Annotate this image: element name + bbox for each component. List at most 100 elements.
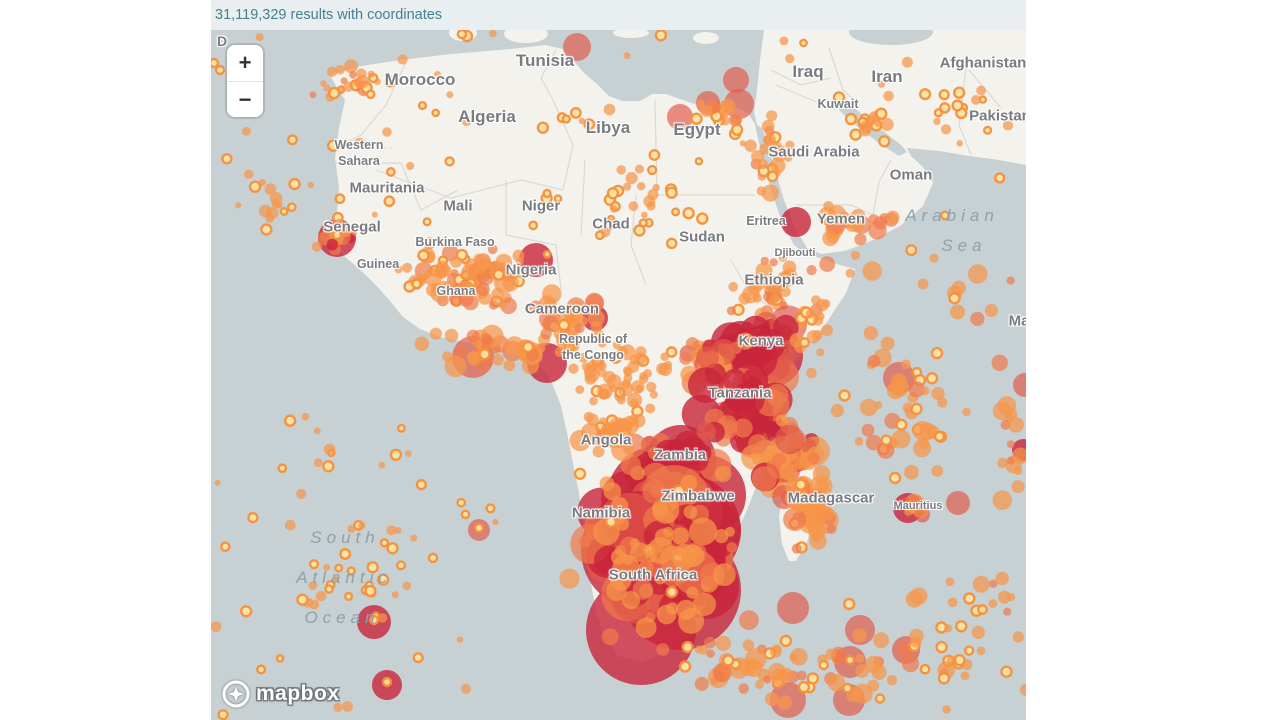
occurrence-dot[interactable] (381, 676, 393, 688)
occurrence-dot[interactable] (638, 218, 648, 228)
occurrence-dot[interactable] (782, 268, 798, 284)
occurrence-dot[interactable] (769, 293, 780, 304)
occurrence-dot[interactable] (694, 676, 709, 691)
occurrence-dot[interactable] (777, 592, 809, 624)
occurrence-dot[interactable] (355, 74, 370, 89)
occurrence-dot[interactable] (492, 519, 499, 526)
occurrence-dot[interactable] (733, 418, 753, 438)
occurrence-dot[interactable] (789, 653, 798, 662)
occurrence-dot[interactable] (854, 437, 864, 446)
occurrence-dot[interactable] (466, 329, 480, 343)
occurrence-dot[interactable] (244, 169, 254, 179)
occurrence-dot[interactable] (259, 204, 272, 218)
occurrence-dot[interactable] (694, 156, 704, 166)
occurrence-dot[interactable] (326, 139, 340, 152)
occurrence-dot[interactable] (406, 161, 415, 171)
occurrence-dot[interactable] (797, 681, 811, 694)
occurrence-dot[interactable] (211, 57, 220, 69)
occurrence-dot[interactable] (606, 187, 620, 200)
occurrence-dot[interactable] (569, 106, 582, 119)
occurrence-dot[interactable] (696, 346, 719, 369)
occurrence-dot[interactable] (919, 88, 932, 101)
occurrence-dot[interactable] (429, 327, 442, 340)
occurrence-dot[interactable] (269, 192, 283, 205)
occurrence-dot[interactable] (382, 127, 392, 137)
occurrence-dot[interactable] (744, 139, 757, 152)
occurrence-dot[interactable] (960, 671, 970, 681)
occurrence-dot[interactable] (963, 592, 976, 605)
occurrence-dot[interactable] (678, 660, 692, 673)
occurrence-dot[interactable] (672, 484, 686, 497)
occurrence-dot[interactable] (917, 278, 929, 290)
occurrence-dot[interactable] (779, 462, 798, 481)
occurrence-dot[interactable] (779, 36, 789, 46)
occurrence-dot[interactable] (589, 396, 598, 406)
occurrence-dot[interactable] (855, 653, 865, 664)
occurrence-dot[interactable] (647, 189, 659, 200)
occurrence-dot[interactable] (970, 311, 985, 326)
occurrence-dot[interactable] (643, 369, 652, 378)
occurrence-dot[interactable] (503, 359, 516, 372)
occurrence-dot[interactable] (665, 346, 678, 358)
occurrence-dot[interactable] (410, 534, 418, 542)
occurrence-dot[interactable] (1019, 683, 1026, 696)
occurrence-dot[interactable] (729, 114, 742, 127)
occurrence-dot[interactable] (700, 104, 713, 117)
occurrence-dot[interactable] (575, 385, 585, 394)
occurrence-dot[interactable] (497, 299, 507, 309)
occurrence-dot[interactable] (825, 648, 837, 660)
occurrence-dot[interactable] (586, 413, 599, 426)
occurrence-dot[interactable] (623, 367, 633, 377)
occurrence-dot[interactable] (671, 527, 690, 545)
occurrence-dot[interactable] (411, 278, 423, 290)
occurrence-dot[interactable] (940, 124, 952, 135)
occurrence-dot[interactable] (665, 585, 678, 599)
occurrence-dot[interactable] (714, 465, 732, 483)
occurrence-dot[interactable] (754, 328, 786, 360)
occurrence-dot[interactable] (597, 368, 607, 378)
occurrence-dot[interactable] (377, 613, 388, 623)
occurrence-dot[interactable] (402, 262, 413, 273)
occurrence-dot[interactable] (757, 159, 769, 170)
occurrence-dot[interactable] (933, 117, 941, 126)
occurrence-dot[interactable] (557, 318, 571, 332)
occurrence-dot[interactable] (696, 99, 705, 108)
occurrence-dot[interactable] (366, 561, 379, 574)
map-viewport[interactable]: D Morocco Tunisia Algeria Libya Egypt Western … (211, 30, 1026, 720)
occurrence-dot[interactable] (656, 643, 670, 656)
occurrence-dot[interactable] (368, 614, 380, 626)
occurrence-dot[interactable] (569, 429, 591, 452)
occurrence-dot[interactable] (953, 86, 966, 99)
occurrence-dot[interactable] (394, 265, 403, 274)
occurrence-dot[interactable] (920, 386, 930, 396)
occurrence-dot[interactable] (685, 337, 700, 351)
occurrence-dot[interactable] (665, 186, 678, 199)
occurrence-dot[interactable] (781, 207, 811, 237)
occurrence-dot[interactable] (791, 543, 802, 554)
occurrence-dot[interactable] (323, 563, 331, 571)
occurrence-dot[interactable] (476, 282, 490, 296)
occurrence-dot[interactable] (460, 509, 471, 520)
occurrence-dot[interactable] (766, 170, 779, 183)
occurrence-dot[interactable] (612, 341, 621, 350)
occurrence-dot[interactable] (819, 256, 836, 272)
occurrence-dot[interactable] (485, 503, 496, 514)
occurrence-dot[interactable] (807, 452, 820, 465)
occurrence-dot[interactable] (751, 466, 777, 492)
occurrence-dot[interactable] (799, 337, 810, 349)
occurrence-dot[interactable] (623, 182, 632, 191)
occurrence-dot[interactable] (649, 390, 658, 399)
occurrence-dot[interactable] (678, 607, 705, 634)
occurrence-dot[interactable] (919, 422, 937, 440)
occurrence-dot[interactable] (235, 202, 242, 209)
occurrence-dot[interactable] (477, 259, 490, 271)
occurrence-dot[interactable] (931, 465, 944, 477)
occurrence-dot[interactable] (578, 352, 589, 363)
occurrence-dot[interactable] (845, 268, 855, 278)
occurrence-dot[interactable] (220, 541, 231, 552)
occurrence-dot[interactable] (804, 511, 820, 527)
occurrence-dot[interactable] (344, 59, 358, 74)
occurrence-dot[interactable] (395, 560, 407, 571)
occurrence-dot[interactable] (1011, 480, 1025, 494)
occurrence-dot[interactable] (603, 482, 622, 501)
